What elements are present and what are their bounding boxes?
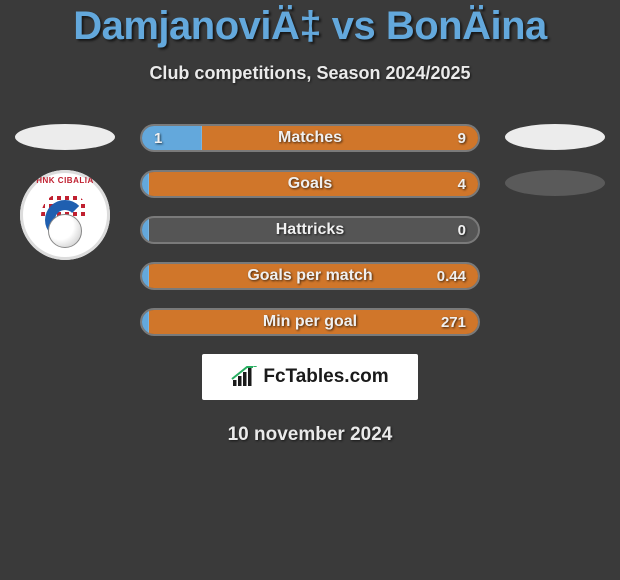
date-text: 10 november 2024 [0, 424, 620, 446]
stat-bar-label: Min per goal [142, 310, 478, 334]
stat-bar: Hattricks0 [140, 216, 480, 244]
comparison-content: HNK CIBALIA 1Matches9 Goals4 Hattricks0 Goa… [0, 124, 620, 446]
left-club-badge: HNK CIBALIA [20, 170, 110, 260]
stat-bar-right-value: 0.44 [437, 264, 466, 288]
left-player-column: HNK CIBALIA [10, 124, 120, 260]
stat-bar-right-value: 4 [458, 172, 466, 196]
left-player-ellipse [15, 124, 115, 150]
stat-bar: 1Matches9 [140, 124, 480, 152]
fctables-logo: FcTables.com [202, 354, 418, 400]
fctables-logo-text: FcTables.com [263, 366, 388, 388]
stat-bar: Goals per match0.44 [140, 262, 480, 290]
right-club-ellipse [505, 170, 605, 196]
stat-bar-right-value: 0 [458, 218, 466, 242]
stat-bar-label: Hattricks [142, 218, 478, 242]
fctables-chart-icon [231, 366, 257, 388]
right-player-column [500, 124, 610, 216]
page-title: DamjanoviÄ‡ vs BonÄina [0, 0, 620, 49]
stat-bar: Goals4 [140, 170, 480, 198]
stats-bars: 1Matches9 Goals4 Hattricks0 Goals per match… [140, 124, 480, 336]
club-badge-text: HNK CIBALIA [20, 176, 110, 185]
stat-bar-label: Matches [142, 126, 478, 150]
stat-bar-right-value: 9 [458, 126, 466, 150]
stat-bar-right-value: 271 [441, 310, 466, 334]
stat-bar-label: Goals [142, 172, 478, 196]
stat-bar: Min per goal271 [140, 308, 480, 336]
club-badge-ball-icon [48, 214, 82, 248]
subtitle: Club competitions, Season 2024/2025 [0, 63, 620, 84]
stat-bar-label: Goals per match [142, 264, 478, 288]
right-player-ellipse [505, 124, 605, 150]
